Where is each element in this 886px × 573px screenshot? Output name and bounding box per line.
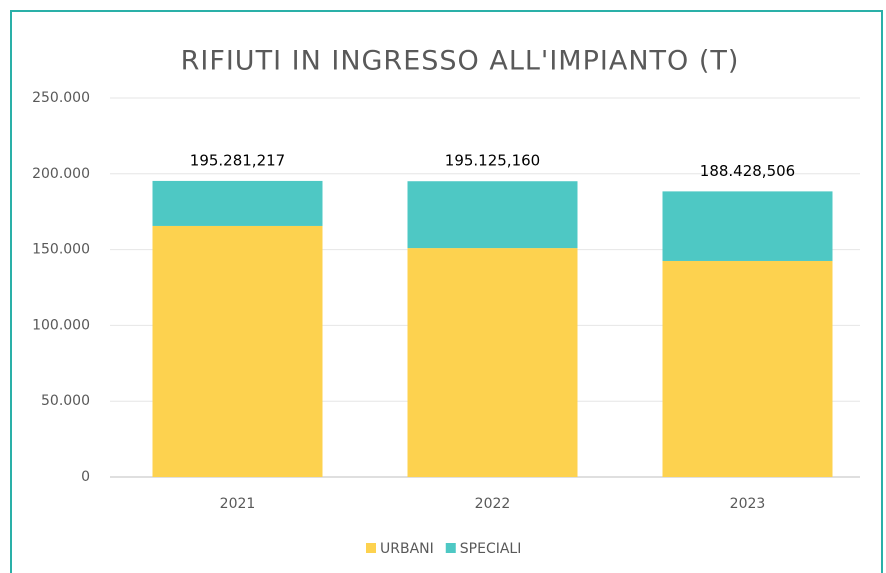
legend-label: SPECIALI: [460, 541, 522, 557]
x-tick-label: 2022: [475, 496, 511, 512]
y-tick-label: 150.000: [32, 242, 90, 258]
legend-label: URBANI: [380, 541, 434, 557]
total-label: 195.281,217: [190, 151, 285, 169]
chart-title: RIFIUTI IN INGRESSO ALL'IMPIANTO (T): [181, 46, 740, 77]
y-tick-label: 0: [81, 469, 90, 485]
y-tick-label: 50.000: [41, 393, 90, 409]
y-tick-label: 200.000: [32, 166, 90, 182]
bar-segment: [662, 260, 833, 477]
y-tick-label: 250.000: [32, 90, 90, 106]
total-label: 188.428,506: [700, 162, 795, 180]
bar-segment: [662, 191, 833, 261]
x-tick-label: 2021: [220, 496, 256, 512]
legend-swatch: [366, 543, 376, 553]
x-tick-label: 2023: [730, 496, 766, 512]
y-tick-label: 100.000: [32, 317, 90, 333]
bar-segment: [407, 248, 578, 477]
bar-segment: [407, 181, 578, 249]
legend-swatch: [445, 543, 456, 553]
bar-segment: [152, 180, 323, 226]
bar-segment: [152, 225, 323, 477]
total-label: 195.125,160: [445, 152, 540, 170]
